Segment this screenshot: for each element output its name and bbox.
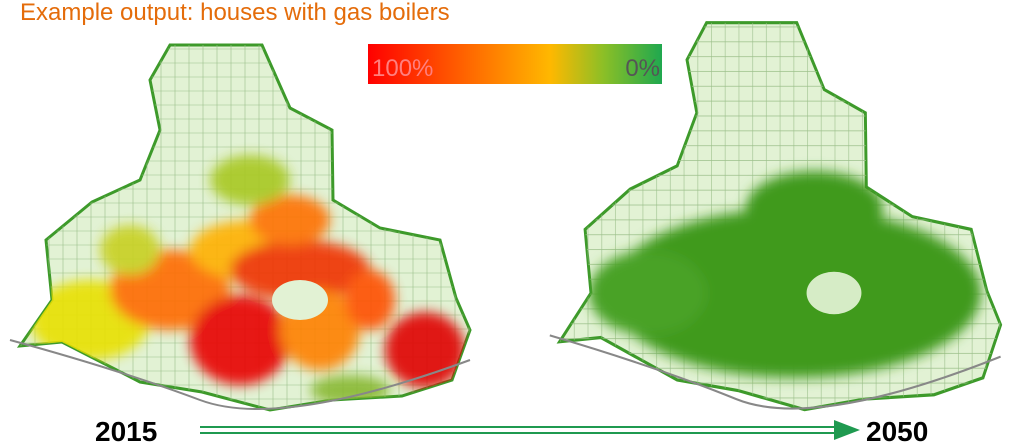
legend-high-label: 100% bbox=[372, 55, 433, 82]
year-end: 2050 bbox=[866, 416, 928, 447]
legend-gradient bbox=[368, 44, 662, 84]
timeline-arrow bbox=[200, 420, 860, 440]
legend-low-label: 0% bbox=[625, 55, 660, 82]
slide-title: Example output: houses with gas boilers bbox=[20, 0, 450, 26]
legend: 100% 0% bbox=[368, 44, 662, 84]
year-start: 2015 bbox=[95, 416, 157, 447]
